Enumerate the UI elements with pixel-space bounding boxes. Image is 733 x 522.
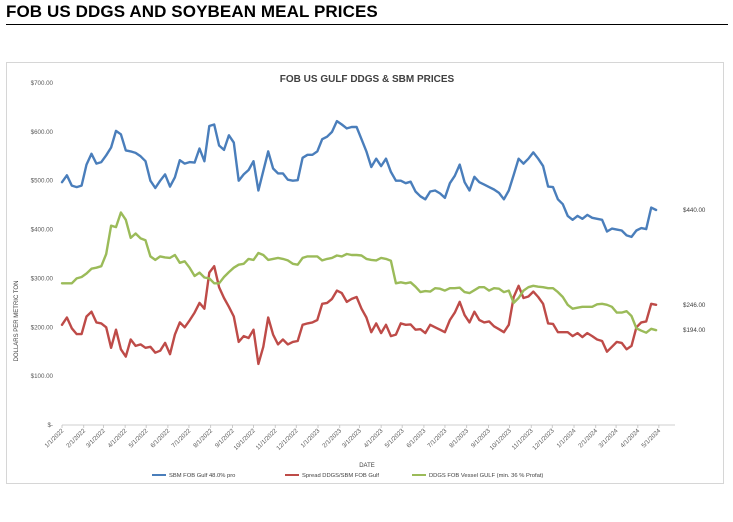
y-tick-label: $500.00 [31, 178, 54, 185]
x-tick-label: 1/1/2022 [43, 427, 65, 449]
y-tick-label: $- [47, 422, 53, 429]
x-tick-label: 5/1/2023 [384, 427, 406, 449]
x-tick-label: 12/1/2022 [275, 427, 300, 452]
x-axis-label: DATE [359, 463, 375, 469]
heading-divider [6, 24, 728, 25]
x-tick-label: 1/1/2023 [299, 427, 321, 449]
x-tick-label: 10/1/2023 [488, 427, 513, 452]
legend: SBM FOB Gulf 48.0% pro Spread DDGS/SBM FO… [152, 473, 543, 479]
y-axis: $- $100.00 $200.00 $300.00 $400.00 $500.00 $60… [31, 80, 54, 429]
y-axis-label: DOLLARS PER METRIC TON [14, 281, 20, 362]
x-tick-label: 5/1/2022 [128, 427, 150, 449]
x-tick-label: 4/1/2023 [363, 427, 385, 449]
legend-label-2: Spread DDGS/SBM FOB Gulf [302, 473, 379, 479]
series-line-2 [60, 265, 658, 366]
x-tick-label: 3/1/2024 [598, 427, 620, 449]
x-tick-label: 1/1/2024 [555, 427, 577, 449]
x-tick-label: 3/1/2023 [341, 427, 363, 449]
x-tick-label: 8/1/2022 [192, 427, 214, 449]
price-chart: FOB US GULF DDGS & SBM PRICES DOLLARS PE… [14, 74, 706, 479]
y-tick-label: $700.00 [31, 80, 54, 87]
chart-title: FOB US GULF DDGS & SBM PRICES [280, 74, 455, 85]
x-tick-label: 8/1/2023 [448, 427, 470, 449]
x-tick-label: 6/1/2022 [149, 427, 171, 449]
x-tick-label: 5/1/2024 [640, 427, 662, 449]
x-tick-label: 12/1/2023 [531, 427, 556, 452]
x-tick-label: 3/1/2022 [85, 427, 107, 449]
series-line-1 [60, 119, 658, 239]
y-tick-label: $200.00 [31, 324, 54, 331]
series-end-labels: $440.00 $246.00 $194.00 [683, 207, 706, 334]
y-tick-label: $300.00 [31, 275, 54, 282]
x-tick-label: 10/1/2022 [232, 427, 257, 452]
series-lines [60, 119, 658, 366]
series-end-label-1: $440.00 [683, 207, 706, 214]
x-tick-label: 2/1/2022 [65, 427, 87, 449]
series-end-label-3: $194.00 [683, 327, 706, 334]
y-tick-label: $600.00 [31, 129, 54, 136]
chart-container: FOB US GULF DDGS & SBM PRICES DOLLARS PE… [6, 62, 724, 484]
x-tick-label: 4/1/2022 [107, 427, 129, 449]
x-tick-label: 2/1/2024 [577, 427, 599, 449]
x-tick-label: 7/1/2023 [426, 427, 448, 449]
x-tick-label: 6/1/2023 [405, 427, 427, 449]
x-tick-label: 7/1/2022 [170, 427, 192, 449]
series-end-label-2: $246.00 [683, 302, 706, 309]
y-tick-label: $100.00 [31, 373, 54, 380]
x-tick-label: 4/1/2024 [619, 427, 641, 449]
y-tick-label: $400.00 [31, 227, 54, 234]
page-heading: FOB US DDGS AND SOYBEAN MEAL PRICES [6, 2, 378, 21]
x-tick-label: 2/1/2023 [321, 427, 343, 449]
legend-label-3: DDGS FOB Vessel GULF (min. 36 % Profat) [429, 473, 543, 479]
series-line-3 [60, 211, 658, 334]
legend-label-1: SBM FOB Gulf 48.0% pro [169, 473, 235, 479]
